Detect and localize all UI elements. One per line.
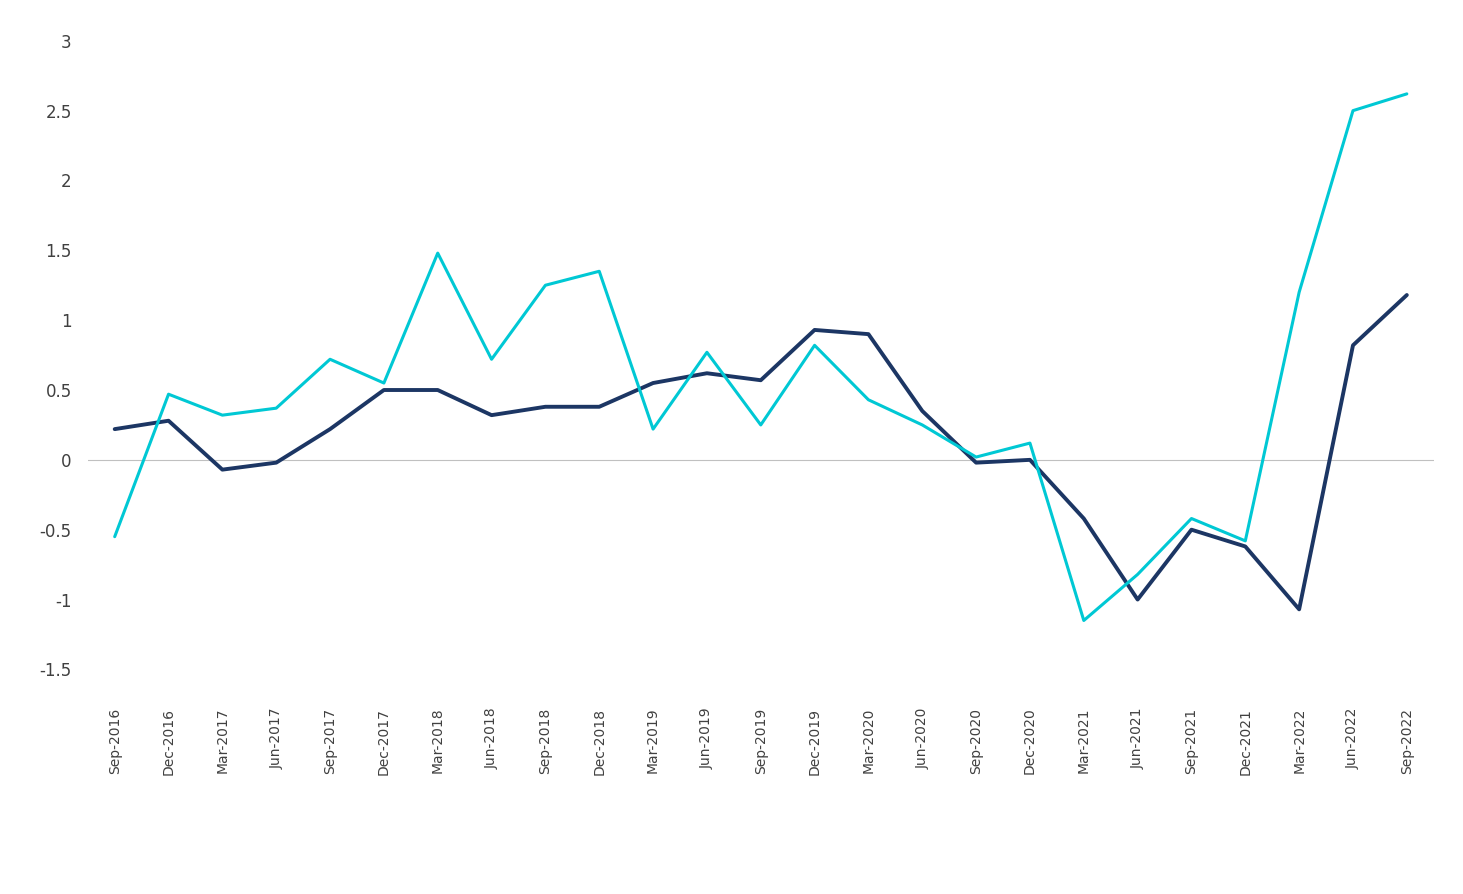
Japan CPI ex. fresh food & energy — [591, 401, 609, 412]
Japan CPI — [105, 531, 123, 542]
Japan CPI — [375, 377, 392, 388]
Japan CPI ex. fresh food & energy — [1290, 604, 1308, 615]
Japan CPI ex. fresh food & energy — [1236, 541, 1254, 552]
Japan CPI ex. fresh food & energy — [537, 401, 554, 412]
Japan CPI ex. fresh food & energy — [159, 416, 177, 426]
Japan CPI — [1021, 438, 1039, 449]
Japan CPI ex. fresh food & energy — [214, 464, 231, 475]
Japan CPI ex. fresh food & energy — [322, 424, 339, 434]
Line: Japan CPI ex. fresh food & energy: Japan CPI ex. fresh food & energy — [114, 295, 1407, 610]
Japan CPI — [159, 389, 177, 400]
Japan CPI — [214, 409, 231, 420]
Japan CPI — [1236, 536, 1254, 546]
Japan CPI — [1182, 513, 1200, 524]
Japan CPI ex. fresh food & energy — [105, 424, 123, 434]
Japan CPI — [322, 354, 339, 365]
Japan CPI — [967, 451, 985, 462]
Japan CPI — [1075, 615, 1093, 626]
Japan CPI — [537, 280, 554, 291]
Japan CPI — [1129, 569, 1147, 580]
Japan CPI — [752, 419, 770, 430]
Japan CPI ex. fresh food & energy — [1399, 290, 1416, 300]
Japan CPI — [806, 340, 824, 350]
Japan CPI ex. fresh food & energy — [429, 384, 446, 395]
Japan CPI ex. fresh food & energy — [1021, 454, 1039, 465]
Japan CPI ex. fresh food & energy — [913, 406, 930, 417]
Japan CPI ex. fresh food & energy — [860, 329, 878, 340]
Japan CPI ex. fresh food & energy — [967, 458, 985, 468]
Japan CPI ex. fresh food & energy — [698, 368, 715, 379]
Japan CPI — [860, 394, 878, 405]
Japan CPI ex. fresh food & energy — [1129, 595, 1147, 605]
Japan CPI ex. fresh food & energy — [1344, 340, 1362, 350]
Japan CPI ex. fresh food & energy — [752, 375, 770, 385]
Japan CPI — [1290, 287, 1308, 298]
Japan CPI — [913, 419, 930, 430]
Japan CPI ex. fresh food & energy — [375, 384, 392, 395]
Japan CPI ex. fresh food & energy — [268, 458, 285, 468]
Japan CPI — [483, 354, 500, 365]
Japan CPI ex. fresh food & energy — [806, 325, 824, 335]
Japan CPI — [1344, 105, 1362, 116]
Japan CPI — [644, 424, 661, 434]
Line: Japan CPI: Japan CPI — [114, 94, 1407, 620]
Japan CPI — [1399, 89, 1416, 99]
Japan CPI — [429, 248, 446, 258]
Japan CPI ex. fresh food & energy — [483, 409, 500, 420]
Japan CPI ex. fresh food & energy — [1182, 524, 1200, 535]
Japan CPI — [591, 266, 609, 276]
Japan CPI ex. fresh food & energy — [644, 377, 661, 388]
Japan CPI ex. fresh food & energy — [1075, 513, 1093, 524]
Japan CPI — [698, 347, 715, 358]
Japan CPI — [268, 403, 285, 414]
